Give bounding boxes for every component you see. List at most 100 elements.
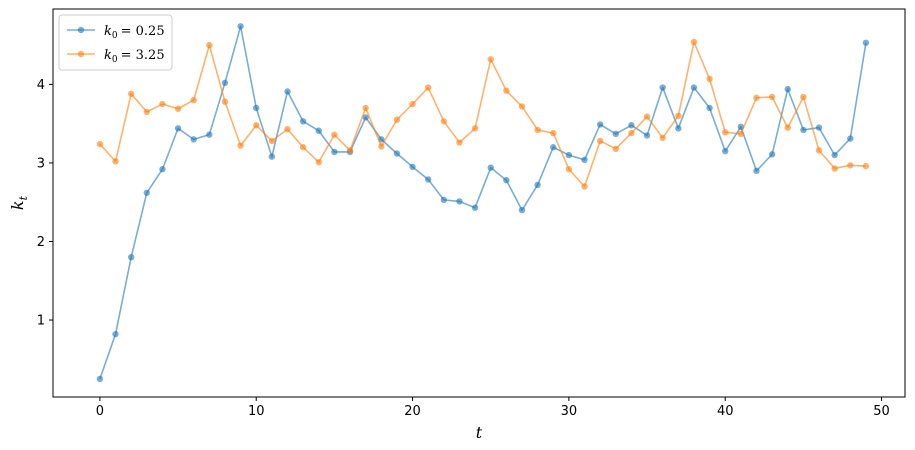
x-tick-label-0: 0 [96,404,104,419]
point-s1-0 [96,140,104,148]
point-s1-2 [127,90,135,98]
point-s1-9 [237,142,244,149]
series-1 [96,38,870,190]
point-s1-10 [253,122,260,129]
point-s0-9 [237,23,244,30]
series-0 [96,23,870,383]
point-s0-7 [206,131,213,138]
point-s0-38 [690,84,698,91]
x-tick-label-40: 40 [717,404,734,419]
point-s0-30 [565,151,573,159]
point-s1-4 [159,100,166,108]
point-s0-39 [706,104,713,112]
x-axis-label: t [476,423,483,442]
point-s0-0 [96,375,104,383]
point-s0-47 [831,151,838,159]
point-s0-27 [518,206,526,214]
point-s0-46 [815,124,823,131]
point-s0-37 [675,125,682,132]
point-s0-19 [393,150,401,157]
point-s1-42 [753,94,760,101]
point-s0-35 [643,132,651,139]
point-s0-15 [331,148,338,156]
point-s1-45 [800,93,807,101]
y-tick-label-2: 2 [37,235,45,250]
point-s1-18 [378,143,385,150]
point-s0-14 [315,127,322,134]
point-s1-3 [143,108,150,116]
point-s1-21 [424,84,432,91]
point-s0-33 [612,130,619,138]
point-s1-34 [628,129,635,137]
point-s1-15 [331,131,338,138]
x-tick-label-10: 10 [248,404,265,419]
point-s1-49 [862,162,870,170]
point-s1-41 [737,130,745,138]
point-s0-48 [847,135,854,142]
point-s0-22 [440,196,448,204]
point-s0-28 [534,181,541,189]
point-s1-11 [268,137,276,145]
point-s0-40 [722,147,729,155]
x-tick-label-30: 30 [561,404,578,419]
point-s1-29 [550,129,557,137]
legend-marker-k0-0.25 [77,26,85,34]
point-s1-48 [847,162,854,169]
point-s1-36 [659,134,666,142]
series-layer [96,23,870,383]
point-s1-19 [393,116,401,123]
point-s1-23 [456,139,463,146]
point-s0-32 [596,121,604,128]
plot-frame [52,8,906,398]
point-s0-8 [221,79,229,87]
point-s1-37 [675,112,682,120]
point-s1-43 [768,93,776,101]
point-s0-31 [581,156,588,163]
point-s1-20 [409,100,416,108]
point-s0-49 [862,39,870,46]
point-s1-7 [206,41,213,49]
point-s0-5 [174,125,182,132]
point-s0-10 [253,104,260,112]
legend-marker-k0-3.25 [77,50,85,58]
point-s0-26 [503,177,510,184]
point-s1-25 [487,56,494,63]
legend-entry-k0-3.25: k0 = 3.25 [67,48,165,65]
point-s1-39 [706,75,713,83]
point-s1-8 [221,98,229,105]
point-s1-33 [612,145,619,153]
point-s0-29 [550,144,557,151]
point-s0-36 [659,84,666,91]
legend-entry-k0-0.25: k0 = 0.25 [67,24,165,41]
point-s1-22 [440,118,448,125]
point-s1-6 [190,96,197,104]
point-s0-12 [284,88,291,95]
y-tick-label-4: 4 [37,78,45,93]
point-s1-5 [174,105,182,112]
point-s1-1 [112,158,119,165]
y-tick-label-1: 1 [37,314,45,329]
point-s1-32 [596,137,604,145]
legend-label-k0-0.25: k0 = 0.25 [104,24,165,41]
point-s1-47 [831,165,838,172]
point-s0-2 [127,253,135,261]
y-axis-label: kt [8,195,30,210]
point-s1-24 [471,125,479,132]
point-s1-13 [299,144,307,151]
x-tick-label-50: 50 [873,404,890,419]
point-s1-14 [315,158,322,166]
point-s0-34 [628,122,635,129]
point-s0-6 [190,136,197,143]
y-tick-label-3: 3 [37,156,45,171]
y-axis: 1 2 3 4 [37,78,53,329]
point-s1-30 [565,166,573,173]
point-s1-16 [346,147,354,154]
point-s1-12 [284,125,291,133]
point-s1-38 [690,38,698,46]
point-s1-28 [534,126,541,134]
point-s0-24 [471,204,479,211]
point-s0-45 [800,126,807,134]
point-s0-21 [424,176,432,183]
point-s0-11 [268,153,276,160]
